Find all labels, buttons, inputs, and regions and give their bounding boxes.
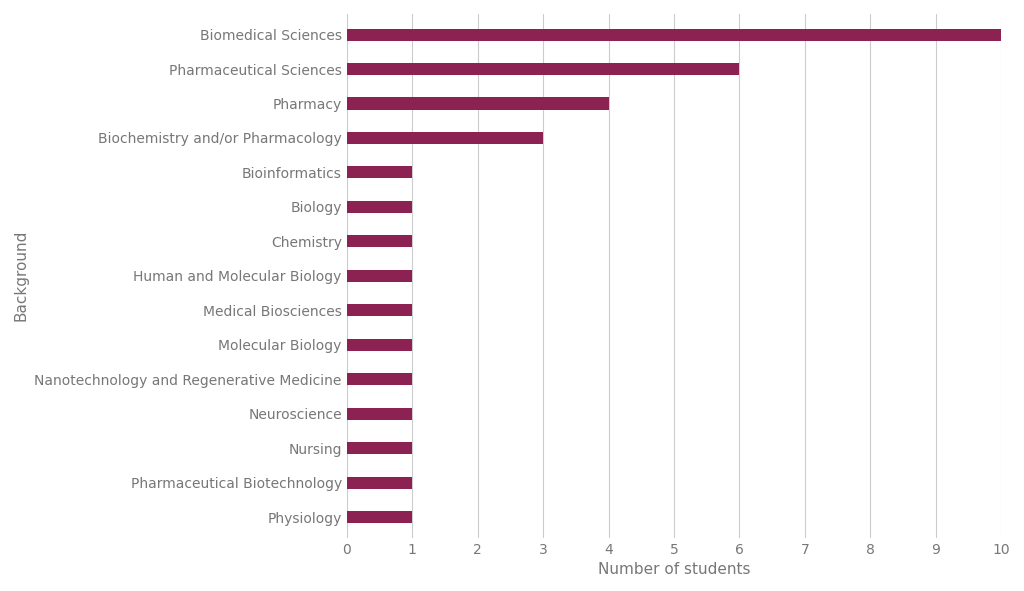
Bar — [347, 28, 1001, 41]
Bar — [347, 442, 412, 454]
X-axis label: Number of students: Number of students — [598, 562, 751, 577]
Bar — [347, 269, 412, 282]
Y-axis label: Background: Background — [14, 230, 29, 322]
Bar — [347, 304, 412, 316]
Bar — [347, 235, 412, 248]
Bar — [347, 408, 412, 420]
Bar — [347, 98, 608, 109]
Bar — [347, 63, 739, 75]
Bar — [347, 201, 412, 213]
Bar — [347, 167, 412, 178]
Bar — [347, 476, 412, 489]
Bar — [347, 132, 543, 144]
Bar — [347, 339, 412, 350]
Bar — [347, 373, 412, 385]
Bar — [347, 511, 412, 523]
